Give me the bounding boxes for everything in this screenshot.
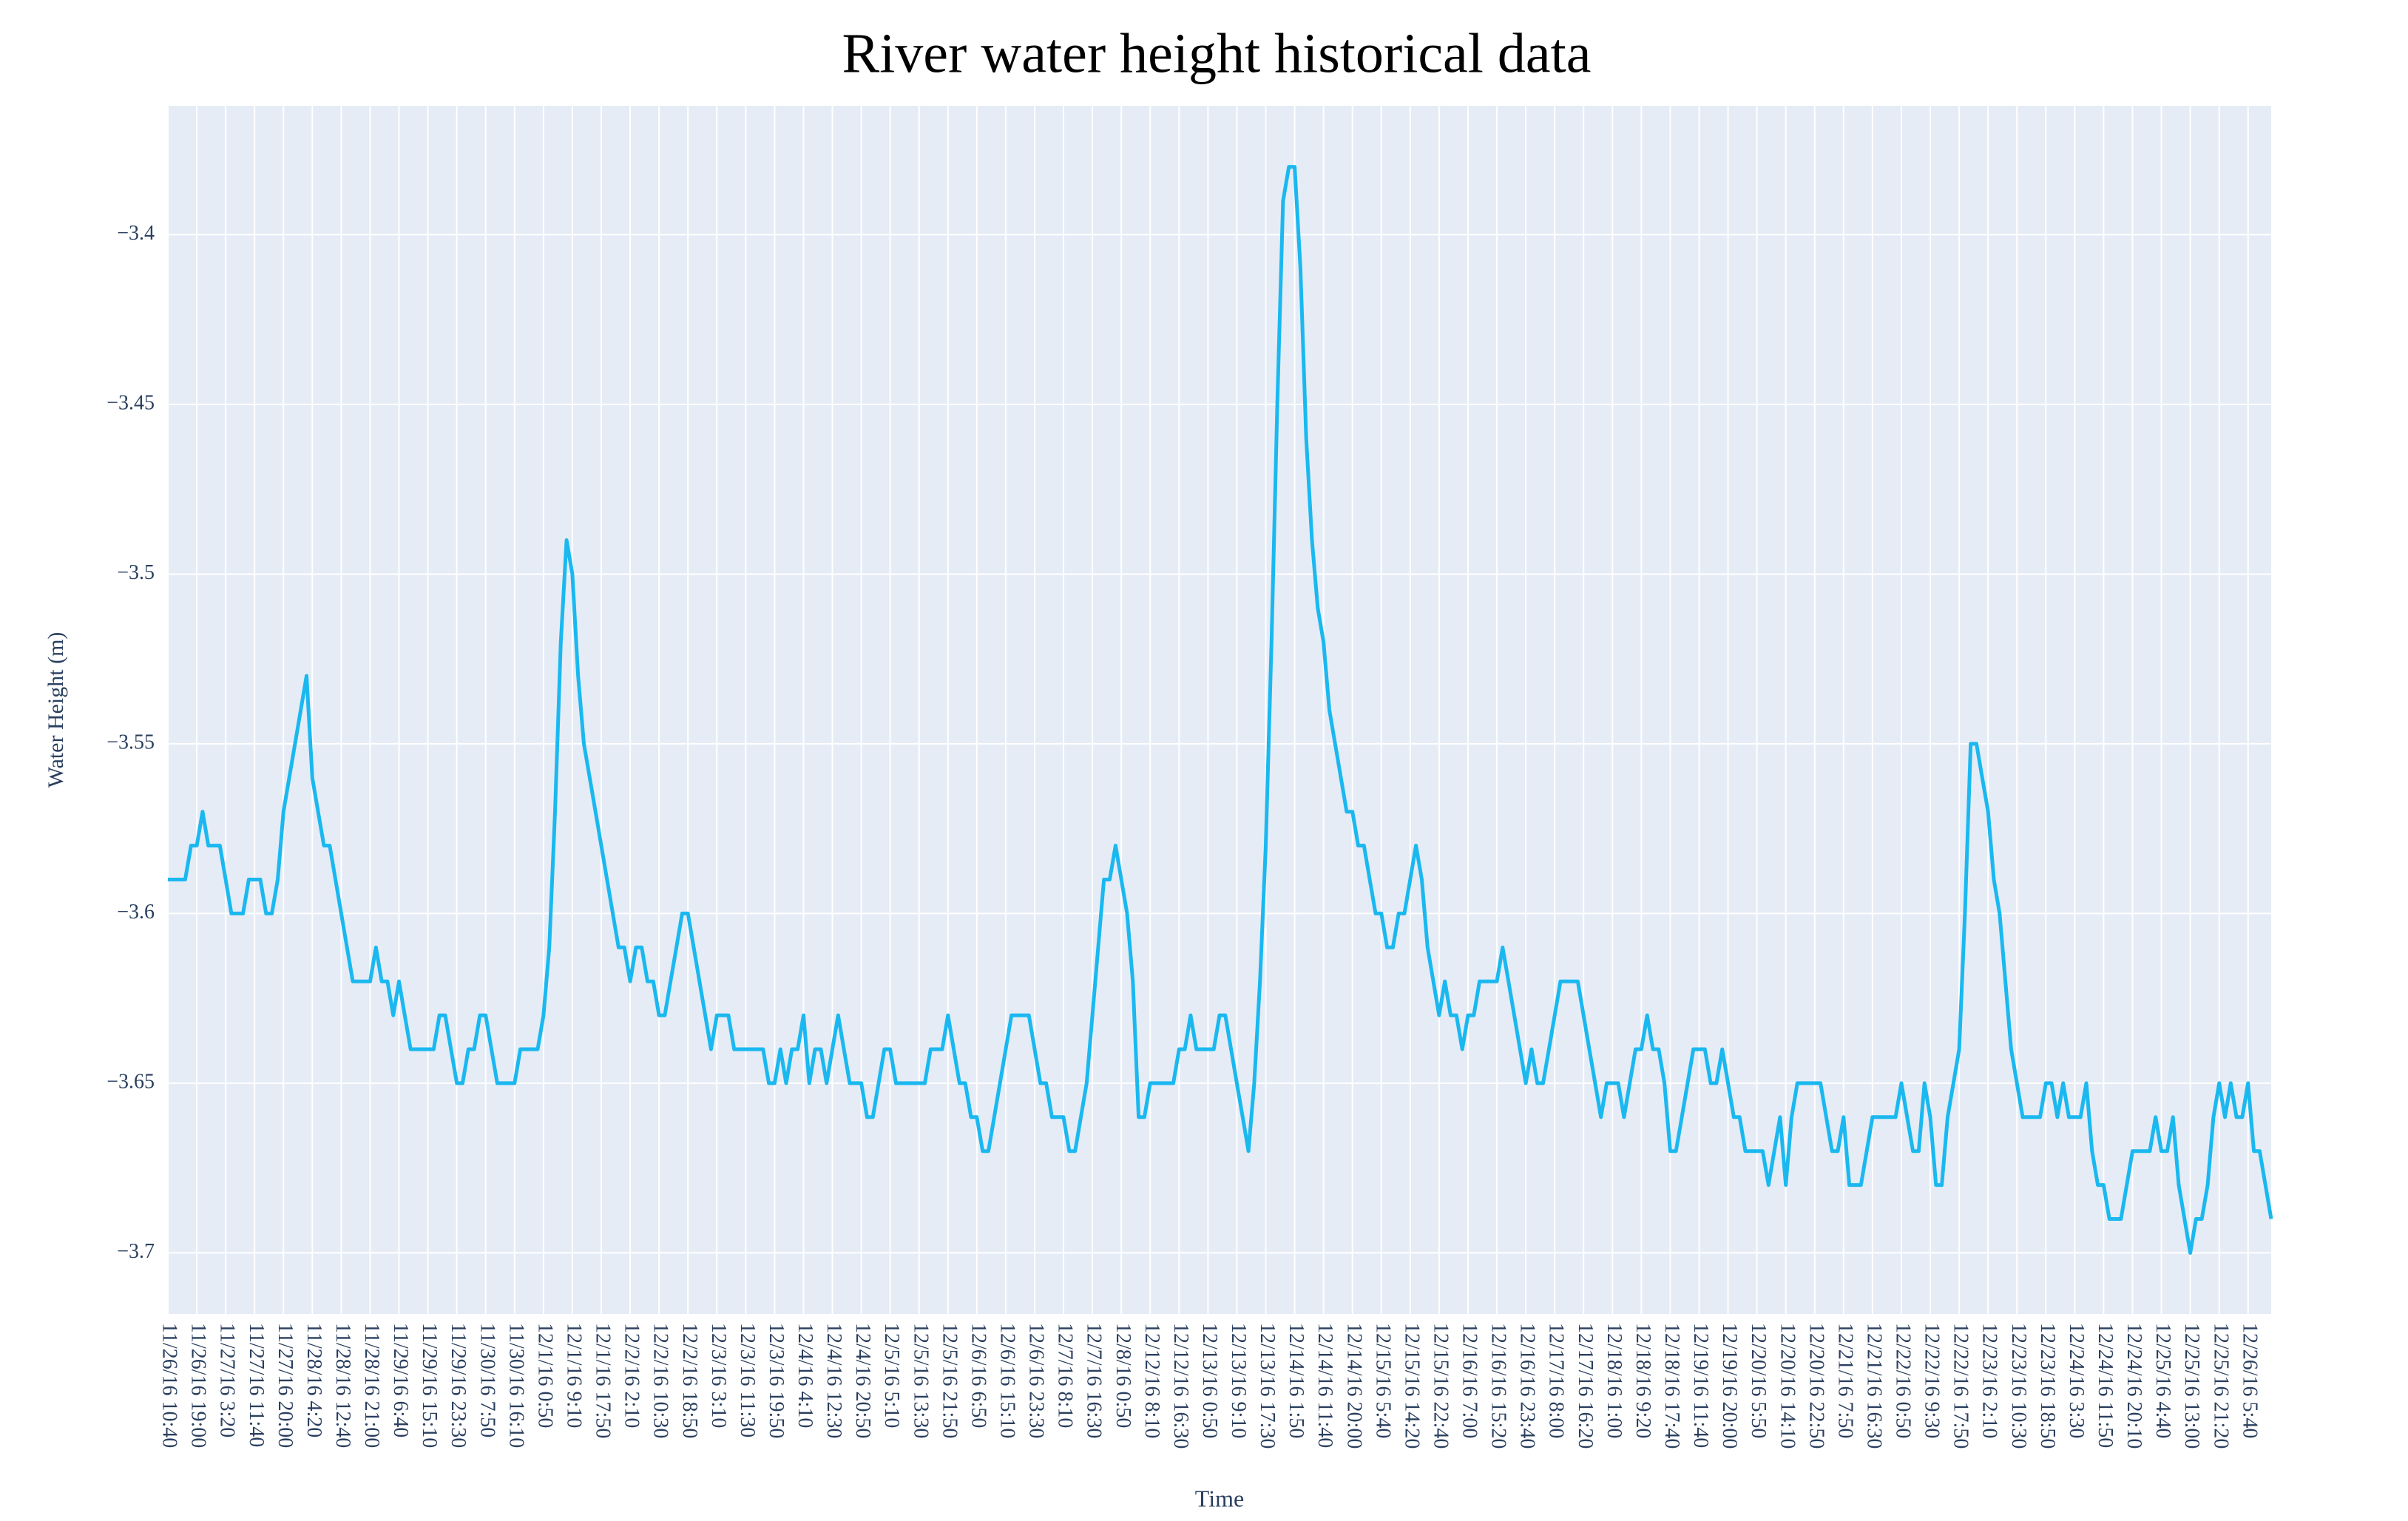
x-tick-label: 12/20/16 14:10 — [1776, 1323, 1799, 1449]
x-tick-label: 11/28/16 4:20 — [302, 1323, 325, 1437]
x-tick-label: 12/3/16 19:50 — [765, 1323, 788, 1438]
y-tick-label: −3.5 — [117, 561, 155, 584]
x-tick-label: 12/16/16 7:00 — [1458, 1323, 1481, 1438]
x-tick-label: 12/25/16 21:20 — [2209, 1323, 2232, 1449]
x-tick-label: 12/21/16 16:30 — [1862, 1323, 1885, 1449]
x-tick-label: 12/23/16 10:30 — [2007, 1323, 2030, 1449]
x-tick-label: 12/1/16 17:50 — [592, 1323, 615, 1438]
x-tick-label: 12/19/16 20:00 — [1718, 1323, 1741, 1449]
x-tick-label: 12/23/16 2:10 — [1978, 1323, 2001, 1438]
x-tick-label: 11/30/16 7:50 — [476, 1323, 498, 1437]
x-tick-label: 12/14/16 11:40 — [1313, 1323, 1336, 1448]
y-tick-label: −3.55 — [106, 731, 155, 753]
x-tick-label: 12/16/16 15:20 — [1487, 1323, 1510, 1449]
x-axis-label: Time — [1195, 1485, 1244, 1511]
y-tick-label: −3.45 — [106, 391, 155, 414]
x-tick-label: 12/4/16 20:50 — [851, 1323, 874, 1438]
x-tick-label: 12/24/16 20:10 — [2123, 1323, 2145, 1449]
x-tick-label: 12/13/16 9:10 — [1227, 1323, 1250, 1438]
x-tick-label: 12/12/16 16:30 — [1169, 1323, 1192, 1449]
x-tick-label: 12/5/16 5:10 — [880, 1323, 903, 1428]
x-tick-label: 12/3/16 11:30 — [736, 1323, 759, 1437]
x-tick-label: 12/20/16 5:50 — [1747, 1323, 1770, 1438]
x-tick-label: 11/26/16 19:00 — [187, 1323, 210, 1448]
y-tick-label: −3.6 — [117, 901, 155, 924]
x-tick-label: 12/26/16 5:40 — [2238, 1323, 2261, 1438]
x-tick-label: 12/18/16 9:20 — [1631, 1323, 1654, 1438]
x-tick-label: 12/18/16 1:00 — [1603, 1323, 1626, 1438]
x-tick-label: 11/30/16 16:10 — [504, 1323, 527, 1448]
x-tick-label: 12/18/16 17:40 — [1660, 1323, 1683, 1449]
plot-background — [168, 106, 2271, 1314]
x-tick-label: 11/27/16 20:00 — [274, 1323, 297, 1448]
x-tick-label: 12/25/16 4:40 — [2151, 1323, 2174, 1438]
x-tick-label: 12/2/16 10:30 — [649, 1323, 672, 1438]
x-tick-label: 12/6/16 6:50 — [967, 1323, 990, 1428]
x-tick-label: 12/12/16 8:10 — [1140, 1323, 1163, 1438]
x-tick-label: 12/16/16 23:40 — [1516, 1323, 1539, 1449]
x-tick-label: 12/19/16 11:40 — [1689, 1323, 1712, 1448]
x-tick-label: 12/23/16 18:50 — [2036, 1323, 2059, 1449]
x-tick-label: 12/15/16 22:40 — [1429, 1323, 1452, 1449]
x-tick-label: 12/5/16 13:30 — [909, 1323, 932, 1438]
x-tick-label: 12/17/16 16:20 — [1574, 1323, 1597, 1449]
x-tick-label: 12/24/16 3:30 — [2065, 1323, 2088, 1438]
data-line — [168, 165, 2273, 1255]
x-tick-label: 12/6/16 23:30 — [1025, 1323, 1048, 1438]
x-tick-label: 12/1/16 0:50 — [533, 1323, 556, 1428]
x-tick-label: 12/14/16 20:00 — [1342, 1323, 1365, 1449]
x-tick-label: 12/20/16 22:50 — [1805, 1323, 1827, 1449]
x-tick-label: 12/7/16 16:30 — [1083, 1323, 1106, 1438]
x-tick-label: 11/27/16 11:40 — [245, 1323, 268, 1447]
x-tick-label: 12/3/16 3:10 — [707, 1323, 730, 1428]
y-tick-label: −3.4 — [117, 222, 155, 245]
x-tick-label: 11/29/16 23:30 — [447, 1323, 470, 1448]
y-tick-label: −3.65 — [106, 1070, 155, 1093]
chart-title: River water height historical data — [842, 22, 1592, 84]
x-tick-label: 11/29/16 15:10 — [418, 1323, 441, 1448]
x-tick-label: 12/5/16 21:50 — [938, 1323, 961, 1438]
x-tick-label: 11/28/16 12:40 — [331, 1323, 354, 1448]
x-tick-label: 12/13/16 0:50 — [1198, 1323, 1221, 1438]
x-tick-label: 12/6/16 15:10 — [995, 1323, 1018, 1438]
x-tick-label: 12/24/16 11:50 — [2094, 1323, 2117, 1448]
x-tick-label: 11/28/16 21:00 — [360, 1323, 383, 1448]
x-tick-label: 12/25/16 13:00 — [2180, 1323, 2203, 1449]
x-tick-label: 11/26/16 10:40 — [158, 1323, 181, 1448]
x-tick-label: 12/4/16 4:10 — [794, 1323, 816, 1428]
x-tick-label: 12/14/16 1:50 — [1285, 1323, 1308, 1438]
x-tick-label: 12/2/16 18:50 — [678, 1323, 701, 1438]
y-axis-label: Water Height (m) — [44, 632, 68, 788]
x-tick-label: 12/22/16 17:50 — [1949, 1323, 1972, 1449]
x-tick-label: 12/15/16 5:40 — [1371, 1323, 1394, 1438]
x-tick-label: 12/21/16 7:50 — [1833, 1323, 1856, 1438]
x-tick-label: 12/8/16 0:50 — [1112, 1323, 1134, 1428]
x-tick-label: 12/22/16 9:30 — [1921, 1323, 1944, 1438]
y-tick-label: −3.7 — [117, 1240, 155, 1263]
x-tick-label: 12/1/16 9:10 — [563, 1323, 586, 1428]
x-tick-label: 12/4/16 12:30 — [822, 1323, 845, 1438]
x-tick-label: 12/17/16 8:00 — [1545, 1323, 1568, 1438]
x-tick-label: 12/22/16 0:50 — [1892, 1323, 1915, 1438]
x-tick-label: 11/27/16 3:20 — [216, 1323, 239, 1437]
x-tick-label: 11/29/16 6:40 — [389, 1323, 412, 1437]
x-tick-label: 12/2/16 2:10 — [620, 1323, 643, 1428]
x-tick-label: 12/13/16 17:30 — [1256, 1323, 1279, 1449]
x-tick-label: 12/15/16 14:20 — [1400, 1323, 1423, 1449]
x-tick-label: 12/7/16 8:10 — [1054, 1323, 1077, 1428]
